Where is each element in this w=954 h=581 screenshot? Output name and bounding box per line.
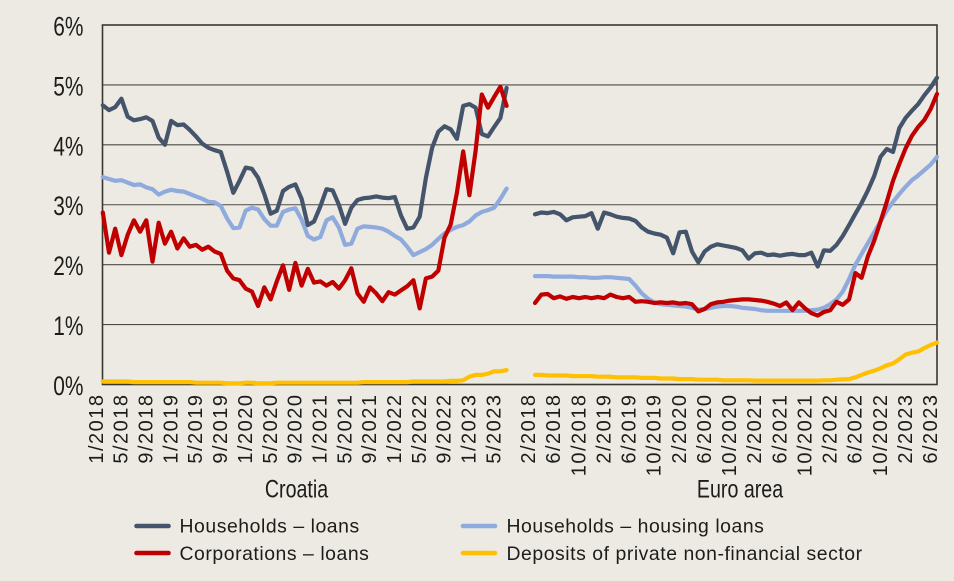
svg-text:1/2022: 1/2022 xyxy=(384,394,406,464)
svg-text:6/2022: 6/2022 xyxy=(845,394,867,464)
svg-text:Households – loans: Households – loans xyxy=(180,516,360,538)
svg-text:10/2020: 10/2020 xyxy=(719,394,741,477)
svg-text:1/2019: 1/2019 xyxy=(160,394,182,464)
svg-text:9/2021: 9/2021 xyxy=(359,394,381,464)
svg-text:5/2018: 5/2018 xyxy=(111,394,133,464)
svg-text:6/2020: 6/2020 xyxy=(694,394,716,464)
svg-text:4%: 4% xyxy=(53,132,83,162)
svg-text:6/2023: 6/2023 xyxy=(920,394,942,464)
svg-text:1/2020: 1/2020 xyxy=(235,394,257,464)
svg-text:1/2021: 1/2021 xyxy=(310,394,332,464)
svg-text:5/2020: 5/2020 xyxy=(260,394,282,464)
svg-text:Deposits of private non-financ: Deposits of private non-financial sector xyxy=(507,543,863,565)
svg-text:6/2018: 6/2018 xyxy=(543,394,565,464)
svg-text:9/2022: 9/2022 xyxy=(434,394,456,464)
svg-text:1%: 1% xyxy=(53,312,83,342)
svg-text:10/2021: 10/2021 xyxy=(794,394,816,477)
svg-text:6/2021: 6/2021 xyxy=(769,394,791,464)
svg-text:2/2018: 2/2018 xyxy=(518,394,540,464)
svg-text:1/2018: 1/2018 xyxy=(86,394,108,464)
svg-text:5/2019: 5/2019 xyxy=(185,394,207,464)
svg-text:2/2020: 2/2020 xyxy=(669,394,691,464)
svg-text:5/2022: 5/2022 xyxy=(409,394,431,464)
svg-text:5/2021: 5/2021 xyxy=(334,394,356,464)
svg-text:Euro area: Euro area xyxy=(697,475,784,503)
svg-text:5%: 5% xyxy=(53,72,83,102)
svg-text:0%: 0% xyxy=(53,372,83,402)
svg-text:Croatia: Croatia xyxy=(265,475,329,503)
svg-text:2/2022: 2/2022 xyxy=(820,394,842,464)
svg-text:Corporations – loans: Corporations – loans xyxy=(180,543,370,565)
svg-text:9/2019: 9/2019 xyxy=(210,394,232,464)
svg-text:9/2018: 9/2018 xyxy=(136,394,158,464)
svg-text:2%: 2% xyxy=(53,252,83,282)
svg-text:1/2023: 1/2023 xyxy=(459,393,481,463)
svg-text:5/2023: 5/2023 xyxy=(483,394,505,464)
svg-text:6%: 6% xyxy=(53,12,83,42)
svg-text:10/2018: 10/2018 xyxy=(568,394,590,477)
svg-text:Households – housing loans: Households – housing loans xyxy=(507,516,765,538)
svg-text:10/2022: 10/2022 xyxy=(870,394,892,477)
svg-text:2/2023: 2/2023 xyxy=(895,394,917,464)
svg-text:2/2019: 2/2019 xyxy=(593,394,615,464)
svg-text:2/2021: 2/2021 xyxy=(744,394,766,464)
svg-text:10/2019: 10/2019 xyxy=(644,394,666,477)
svg-text:6/2019: 6/2019 xyxy=(619,394,641,464)
svg-text:3%: 3% xyxy=(53,192,83,222)
svg-text:9/2020: 9/2020 xyxy=(285,394,307,464)
